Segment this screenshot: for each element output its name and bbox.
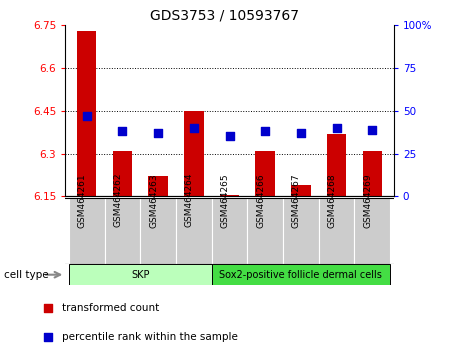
Bar <box>140 198 176 264</box>
Point <box>119 129 126 134</box>
Text: GDS3753 / 10593767: GDS3753 / 10593767 <box>150 9 300 23</box>
Text: GSM464265: GSM464265 <box>220 173 230 228</box>
Bar <box>212 198 248 264</box>
Text: percentile rank within the sample: percentile rank within the sample <box>62 332 238 342</box>
Bar <box>104 198 140 264</box>
Point <box>83 113 90 119</box>
Point <box>261 129 269 134</box>
Bar <box>319 198 355 264</box>
Bar <box>77 30 96 196</box>
Point <box>297 130 305 136</box>
Text: GSM464267: GSM464267 <box>292 173 301 228</box>
Text: GSM464266: GSM464266 <box>256 173 265 228</box>
Bar <box>291 185 311 196</box>
Text: GSM464261: GSM464261 <box>78 173 87 228</box>
Text: Sox2-positive follicle dermal cells: Sox2-positive follicle dermal cells <box>220 270 382 280</box>
Point <box>44 334 51 340</box>
Bar <box>283 198 319 264</box>
Text: cell type: cell type <box>4 270 49 280</box>
Text: GSM464262: GSM464262 <box>113 173 122 228</box>
Bar <box>184 111 203 196</box>
Bar <box>248 198 283 264</box>
Point <box>226 133 233 139</box>
Bar <box>148 176 168 196</box>
Text: SKP: SKP <box>131 270 149 280</box>
Point <box>369 127 376 132</box>
Text: GSM464269: GSM464269 <box>363 173 372 228</box>
Point <box>154 130 162 136</box>
Bar <box>212 264 390 285</box>
Point <box>333 125 340 131</box>
Bar <box>69 198 104 264</box>
Bar <box>176 198 212 264</box>
Bar <box>363 151 382 196</box>
Point <box>190 125 198 131</box>
Text: GSM464263: GSM464263 <box>149 173 158 228</box>
Bar <box>355 198 390 264</box>
Bar <box>327 133 346 196</box>
Bar <box>112 151 132 196</box>
Bar <box>256 151 275 196</box>
Text: transformed count: transformed count <box>62 303 159 313</box>
Point <box>44 306 51 311</box>
Text: GSM464268: GSM464268 <box>328 173 337 228</box>
Bar <box>220 195 239 196</box>
Bar <box>69 264 211 285</box>
Text: GSM464264: GSM464264 <box>185 173 194 228</box>
